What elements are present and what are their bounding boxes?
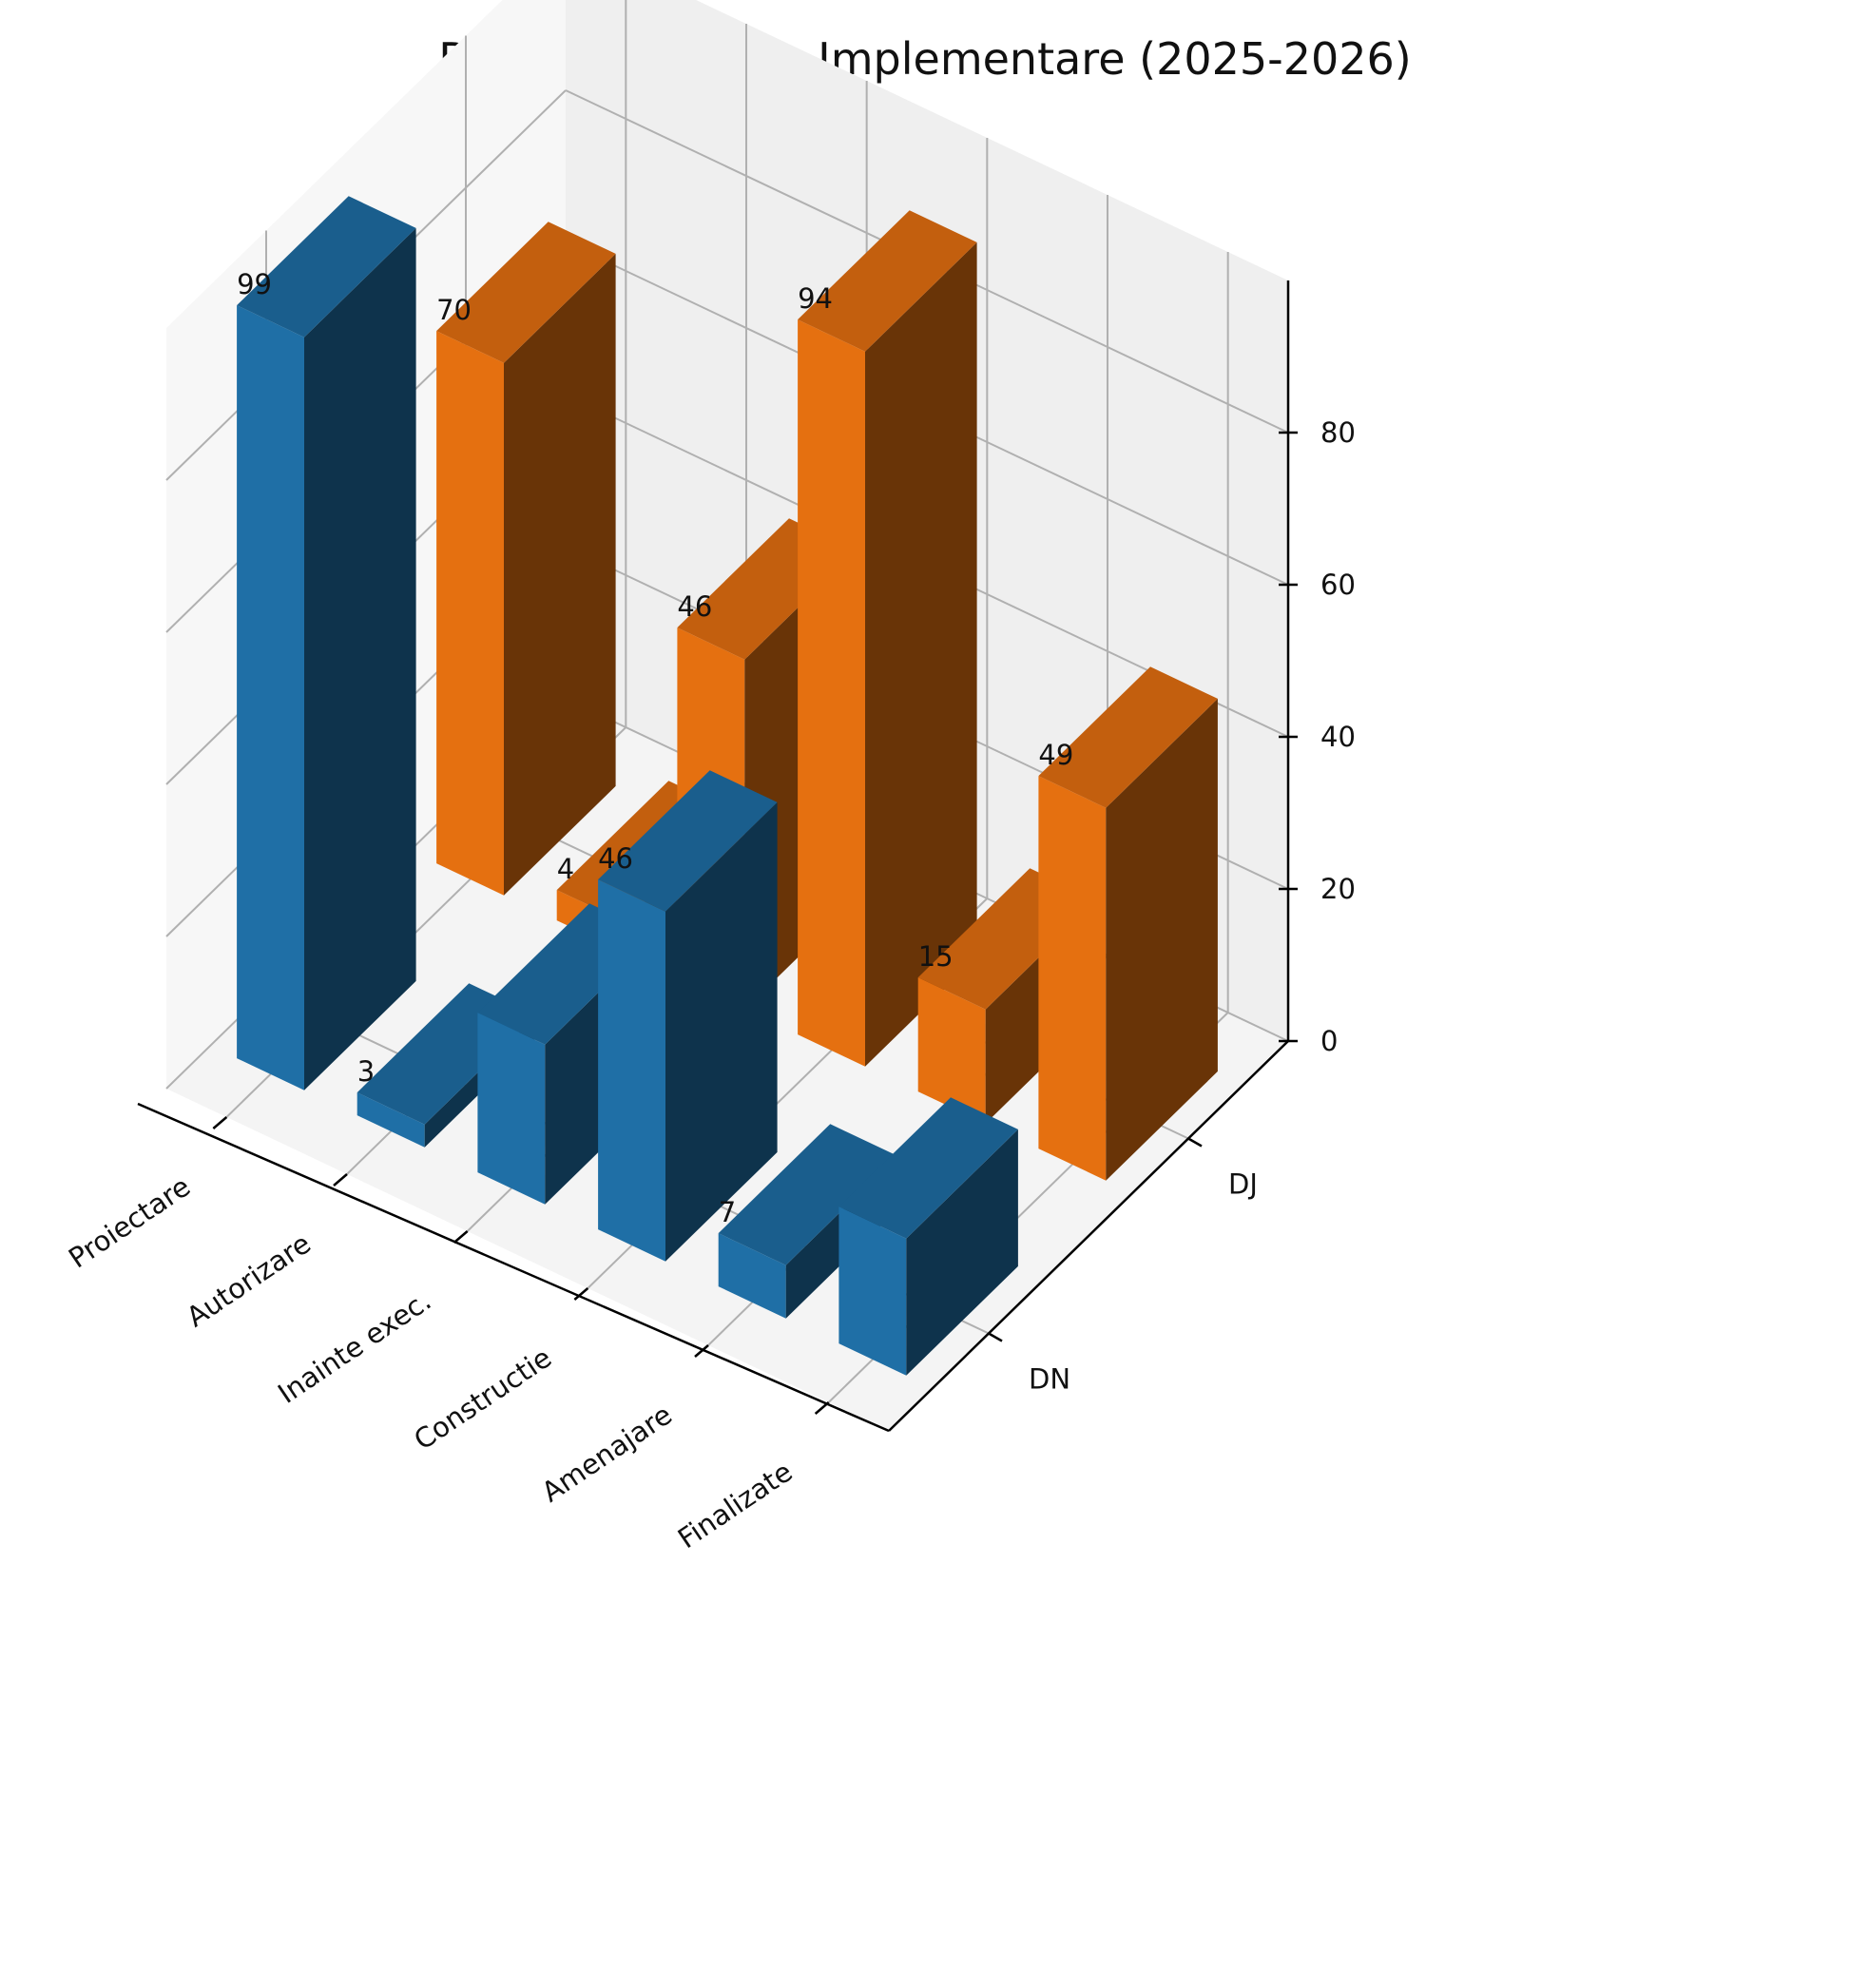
bar-value-label: 46 [677,590,712,623]
x-tick [333,1173,348,1187]
x-tick-label: Amenajare [536,1399,678,1509]
bar-dn-4 [598,770,778,1262]
bar-dn-1 [237,196,416,1091]
bar-dj-1 [436,222,616,896]
bar-value-label: 4 [557,853,574,885]
bar-dj-4 [798,210,977,1067]
bar-dj-6 [1038,666,1218,1181]
bars [237,196,1218,1376]
bar-top-face [237,196,416,338]
bar-value-label: 7 [719,1196,736,1228]
z-tick-label: 80 [1320,416,1356,449]
z-tick-label: 60 [1320,569,1356,601]
bar-front-face [718,1233,786,1319]
x-tick-label: Inainte exec. [272,1284,436,1410]
z-tick-label: 20 [1320,873,1356,905]
x-tick-label: Autorizare [181,1227,317,1334]
bar-side-face [1106,698,1218,1181]
x-tick [814,1401,830,1415]
y-tick [988,1332,1003,1342]
x-tick [694,1344,709,1358]
bar-value-labels: 99 3 46 7 70 4 46 94 15 49 [237,268,1073,1228]
bar-side-face [865,241,977,1067]
bar-value-label: 70 [436,294,472,326]
bar-top-face [718,1124,898,1265]
x-tick [212,1116,228,1129]
bar-side-face [906,1129,1018,1376]
y-tick-label: DN [1029,1363,1070,1396]
bar-front-face [1038,776,1107,1181]
bar-value-label: 15 [918,940,954,973]
bar-front-face [917,977,986,1124]
bar-front-face [798,319,865,1067]
bar-front-face [598,879,665,1262]
y-tick-label: DJ [1228,1168,1258,1201]
bar-value-label: 46 [598,842,633,875]
x-tick-label: Proiectare [63,1170,196,1275]
bar-front-face [357,1092,425,1148]
bar-top-face [798,210,977,352]
x-tick [573,1287,589,1301]
bar-value-label: 94 [798,282,833,315]
bar-value-label: 49 [1038,739,1073,771]
bar-top-face [436,222,616,363]
bar-value-label: 3 [357,1055,375,1088]
z-tick-label: 0 [1320,1025,1338,1057]
x-tick-label: Finalizate [672,1456,799,1555]
y-axis-line [888,1040,1289,1432]
bar-side-face [504,253,616,896]
bar-front-face [838,1206,907,1376]
bar-top-face [838,1097,1018,1239]
bar-top-face [1038,666,1218,808]
bar-front-face [436,331,504,896]
bar-dn-6 [838,1097,1018,1376]
x-tick-label: Constructie [408,1341,557,1457]
bar-front-face [477,1013,546,1205]
z-tick-label: 40 [1320,721,1356,753]
x-tick [453,1230,469,1244]
x-axis-line [137,1102,890,1433]
bar-top-face [598,770,778,912]
bar-side-face [304,227,416,1091]
y-tick [1187,1137,1203,1148]
bar-value-label: 99 [237,268,272,300]
bar-side-face [665,801,778,1262]
bar-front-face [237,305,304,1091]
